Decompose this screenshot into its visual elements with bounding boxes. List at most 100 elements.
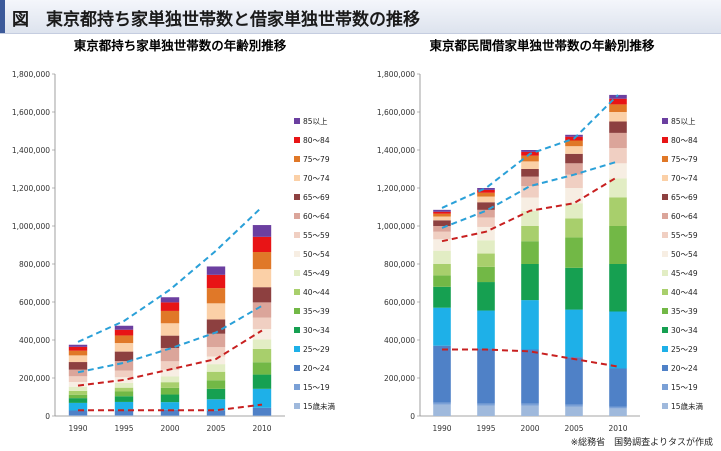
- bar-segment: [160, 409, 180, 416]
- bar-segment: [206, 364, 226, 372]
- bar-segment: [433, 250, 451, 264]
- bar-segment: [477, 188, 495, 190]
- bar-segment: [477, 192, 495, 197]
- legend-label: 70～74: [303, 174, 330, 183]
- y-tick-label: 400,000: [384, 336, 415, 345]
- bar-segment: [521, 264, 539, 301]
- bar-segment: [609, 408, 627, 416]
- y-tick-label: 1,600,000: [377, 108, 415, 117]
- bar-segment: [521, 176, 539, 187]
- bar-segment: [160, 402, 180, 410]
- bar-segment: [114, 361, 134, 371]
- legend-label: 75～79: [671, 155, 698, 164]
- legend-swatch: [662, 213, 668, 219]
- bar-segment: [68, 376, 88, 382]
- y-tick-label: 200,000: [19, 374, 50, 383]
- bar-segment: [477, 310, 495, 349]
- header-accent-bar: [0, 0, 5, 33]
- bar-segment: [433, 211, 451, 214]
- bar-segment: [565, 188, 583, 204]
- chart-title: 東京都民間借家単独世帯数の年齢別推移: [429, 38, 655, 53]
- bar-segment: [68, 402, 88, 411]
- bar-segment: [114, 343, 134, 352]
- legend-label: 15歳未満: [303, 401, 336, 411]
- legend-swatch: [662, 232, 668, 238]
- trend-line-lower: [78, 403, 263, 412]
- bar-segment: [477, 240, 495, 254]
- bar-segment: [160, 387, 180, 395]
- bar-segment: [68, 381, 88, 387]
- legend-swatch: [662, 289, 668, 295]
- bar-segment: [68, 362, 88, 370]
- bar-segment: [114, 415, 134, 416]
- bar-segment: [206, 288, 226, 304]
- bar-segment: [609, 264, 627, 312]
- bar-segment: [252, 362, 272, 375]
- legend-swatch: [294, 365, 300, 371]
- bar-segment: [160, 302, 180, 311]
- bar-segment: [609, 104, 627, 112]
- bar-segment: [114, 391, 134, 397]
- bar-segment: [160, 382, 180, 388]
- bar-segment: [252, 407, 272, 416]
- bar-segment: [609, 163, 627, 179]
- y-tick-label: 1,200,000: [377, 184, 415, 193]
- legend-swatch: [662, 308, 668, 314]
- x-tick-label: 1995: [114, 424, 133, 433]
- y-tick-label: 400,000: [19, 336, 50, 345]
- legend-swatch: [662, 403, 668, 409]
- y-tick-label: 1,000,000: [377, 222, 415, 231]
- bar-segment: [160, 347, 180, 362]
- bar-segment: [433, 216, 451, 221]
- legend-label: 30～34: [303, 326, 330, 335]
- bar-segment: [206, 410, 226, 416]
- bar-segment: [206, 347, 226, 357]
- bar-segment: [433, 231, 451, 240]
- bar-segment: [521, 150, 539, 152]
- bar-segment: [114, 382, 134, 388]
- bar-segment: [433, 213, 451, 217]
- bar-segment: [433, 220, 451, 226]
- legend-label: 70～74: [671, 174, 698, 183]
- bar-segment: [206, 371, 226, 381]
- x-tick-label: 1990: [68, 424, 87, 433]
- legend-label: 30～34: [671, 326, 698, 335]
- legend-swatch: [294, 194, 300, 200]
- bar-segment: [114, 335, 134, 344]
- bar-segment: [565, 140, 583, 147]
- bar-segment: [565, 153, 583, 164]
- legend-label: 50～54: [303, 250, 330, 259]
- bar-segment: [68, 390, 88, 395]
- legend-label: 40～44: [303, 288, 330, 297]
- y-tick-label: 1,800,000: [12, 70, 50, 79]
- legend-swatch: [662, 346, 668, 352]
- bar-segment: [477, 282, 495, 311]
- legend-label: 65～69: [303, 193, 330, 202]
- x-tick-label: 2010: [608, 424, 627, 433]
- legend-swatch: [662, 251, 668, 257]
- chart-title: 東京都持ち家単独世帯数の年齢別推移: [74, 38, 287, 53]
- trend-line-middle: [77, 329, 263, 387]
- x-tick-label: 2000: [160, 424, 179, 433]
- bar-segment: [114, 351, 134, 362]
- bar-segment: [206, 399, 226, 411]
- bar-segment: [609, 121, 627, 133]
- bar-segment: [68, 386, 88, 391]
- y-tick-label: 600,000: [384, 298, 415, 307]
- bar-segment: [565, 134, 583, 137]
- bar-segment: [565, 146, 583, 154]
- bar-segment: [521, 349, 539, 404]
- bar-segment: [114, 396, 134, 402]
- legend-swatch: [294, 403, 300, 409]
- bar-segment: [477, 217, 495, 227]
- bar-segment: [252, 317, 272, 329]
- legend-label: 80～84: [671, 136, 698, 145]
- bar-segment: [433, 307, 451, 346]
- bar-segment: [565, 237, 583, 268]
- bar-segment: [160, 323, 180, 336]
- bar-segment: [206, 274, 226, 289]
- x-tick-label: 2005: [206, 424, 225, 433]
- bar-segment: [68, 394, 88, 399]
- bar-segment: [433, 275, 451, 287]
- owned-housing-chart: 東京都持ち家単独世帯数の年齢別推移 0 200,000 400,000 600,000 8…: [12, 38, 336, 433]
